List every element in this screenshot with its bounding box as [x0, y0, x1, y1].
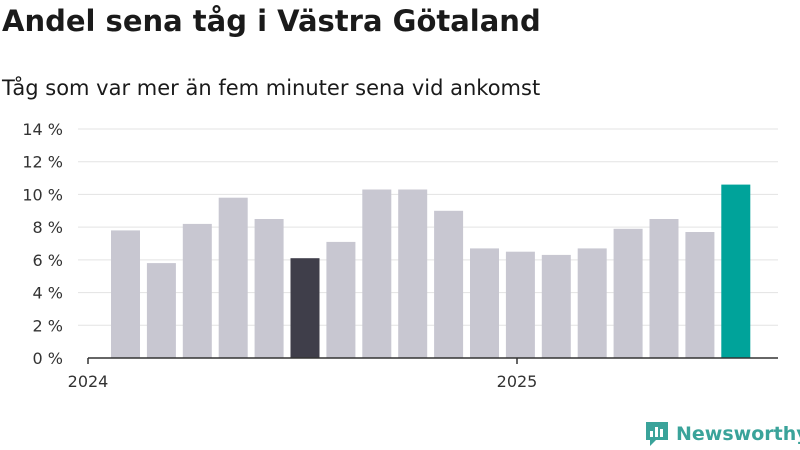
bar [398, 189, 428, 358]
x-tick-label: 2025 [497, 372, 538, 391]
bar [362, 189, 392, 358]
chart-subtitle: Tåg som var mer än fem minuter sena vid … [2, 76, 541, 100]
newsworthy-logo-icon [646, 422, 668, 446]
y-tick-label: 14 % [22, 120, 63, 139]
bar-chart: 0 % 2 % 4 % 6 % 8 % 10 % 12 % 14 % 2024 2025 [22, 120, 778, 391]
y-tick-label: 0 % [33, 349, 63, 368]
y-tick-label: 10 % [22, 185, 63, 204]
bar [182, 223, 212, 358]
bar [470, 248, 499, 358]
y-tick-label: 2 % [33, 316, 63, 335]
y-axis-labels: 0 % 2 % 4 % 6 % 8 % 10 % 12 % 14 % [22, 120, 63, 368]
chart-title: Andel sena tåg i Västra Götaland [2, 4, 541, 38]
y-tick-label: 4 % [33, 284, 63, 303]
bars [111, 184, 751, 358]
x-tick-label: 2024 [68, 372, 109, 391]
bar [111, 230, 140, 358]
bar [254, 219, 284, 358]
newsworthy-logo-text: Newsworthy [676, 423, 800, 445]
bar [649, 219, 679, 358]
bar [505, 251, 535, 358]
bar [290, 258, 320, 358]
y-tick-label: 12 % [22, 153, 63, 172]
bar [541, 254, 571, 358]
x-axis: 2024 2025 [68, 357, 778, 391]
bar [434, 210, 464, 358]
bar [218, 197, 248, 358]
bar [721, 184, 751, 358]
bar [613, 228, 643, 358]
bar [326, 241, 356, 358]
y-tick-label: 8 % [33, 218, 63, 237]
bar [685, 232, 715, 358]
newsworthy-logo: Newsworthy [644, 420, 800, 448]
y-tick-label: 6 % [33, 251, 63, 270]
bar [146, 263, 176, 358]
bar [577, 248, 607, 358]
